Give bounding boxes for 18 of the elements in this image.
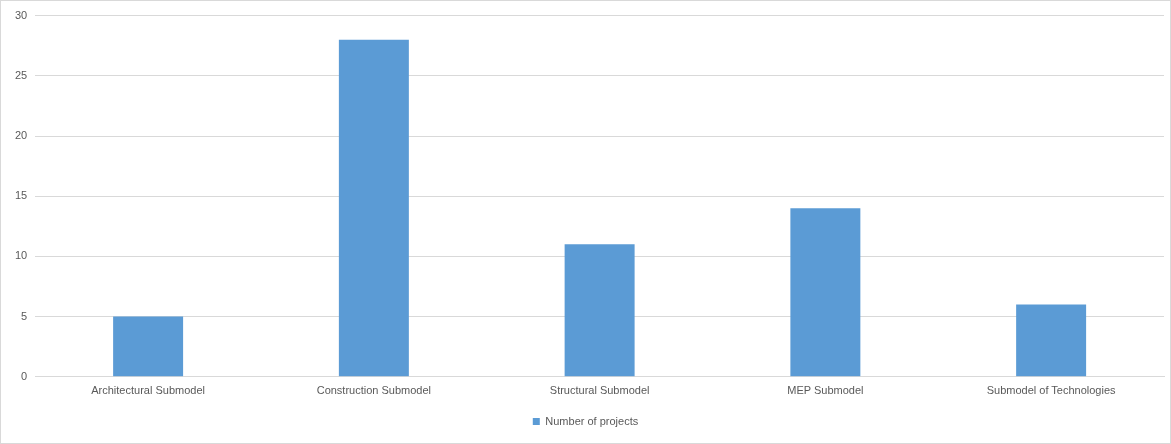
bar (1016, 304, 1087, 377)
legend-label: Number of projects (545, 414, 639, 427)
x-tick-label: Structural Submodel (549, 384, 650, 397)
x-tick-label: MEP Submodel (787, 384, 864, 397)
y-tick-label: 10 (14, 249, 28, 262)
y-tick-label: 30 (14, 8, 28, 21)
bar (564, 244, 635, 377)
x-tick-label: Submodel of Technologies (986, 384, 1117, 397)
y-tick-label: 15 (14, 189, 28, 202)
y-tick-label: 25 (14, 68, 28, 81)
y-tick-label: 5 (21, 309, 28, 322)
y-tick-label: 0 (21, 369, 28, 382)
y-tick-label: 20 (14, 129, 28, 142)
bar (113, 316, 184, 377)
bar (790, 208, 861, 377)
x-tick-label: Construction Submodel (316, 384, 432, 397)
x-tick-label: Architectural Submodel (91, 384, 205, 397)
bar (338, 39, 409, 377)
